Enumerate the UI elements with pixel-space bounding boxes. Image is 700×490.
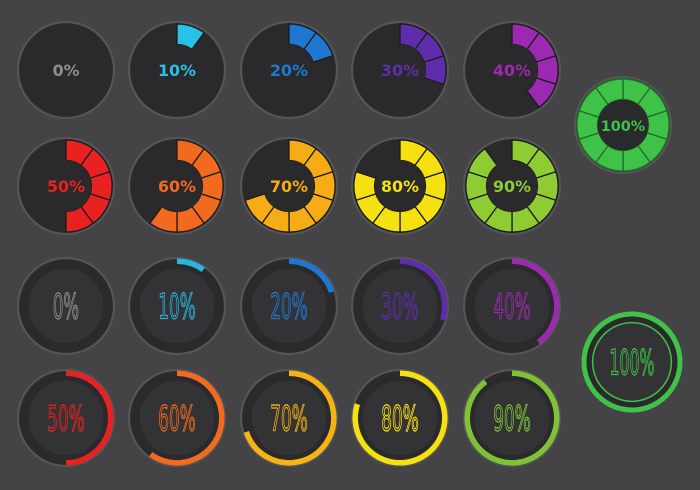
gauge-percent-label: 40% <box>493 61 531 80</box>
segmented-gauges: 0% 10% 20% 30% 40% 50% 60% 70% 80% 90% 100% <box>16 20 673 236</box>
thin-ring-gauge: 100% <box>581 311 683 413</box>
gauge-percent-label: 90% <box>493 177 531 196</box>
gauge-center <box>263 44 315 96</box>
gauge-percent-label: 20% <box>270 286 307 327</box>
thin-ring-gauge: 60% <box>127 368 227 468</box>
gauge-center <box>151 160 203 212</box>
segmented-gauge: 10% <box>127 20 227 120</box>
gauge-percent-label: 70% <box>270 398 307 439</box>
gauge-progress-arc <box>176 258 205 273</box>
gauge-center <box>263 160 315 212</box>
gauge-progress-arc <box>149 370 225 466</box>
thin-ring-gauge: 70% <box>239 368 339 468</box>
gauge-inner-disc <box>139 268 215 344</box>
thin-ring-gauge: 20% <box>239 256 339 356</box>
gauge-inner-disc <box>28 268 104 344</box>
gauge-center <box>374 44 426 96</box>
gauge-percent-label: 60% <box>158 398 195 439</box>
gauge-progress-arc <box>464 370 560 466</box>
gauge-inner-disc <box>591 321 673 403</box>
segmented-gauge: 20% <box>239 20 339 120</box>
segmented-gauge: 30% <box>350 20 450 120</box>
gauge-percent-label: 0% <box>53 61 80 80</box>
gauge-percent-label: 50% <box>47 177 85 196</box>
segmented-gauge: 100% <box>573 75 673 175</box>
gauge-percent-label: 80% <box>381 398 418 439</box>
thin-ring-gauge: 0% <box>16 256 116 356</box>
thin-ring-gauge: 30% <box>350 256 450 356</box>
gauge-inner-disc <box>139 380 215 456</box>
gauge-inner-disc <box>251 268 327 344</box>
gauge-progress-arc <box>511 258 560 345</box>
thin-ring-gauge: 90% <box>462 368 562 468</box>
gauge-percent-label: 10% <box>158 286 195 327</box>
thin-ring-gauges: 0% 10% 20% 30% 40% 50% 60% 70% 80% 90% 100% <box>16 256 683 468</box>
gauge-inner-disc <box>28 380 104 456</box>
gauge-center <box>40 44 92 96</box>
gauge-percent-label: 30% <box>381 61 419 80</box>
gauge-percent-label: 100% <box>610 342 655 383</box>
gauge-progress-arc <box>65 370 114 466</box>
gauge-center <box>151 44 203 96</box>
gauge-inner-disc <box>474 268 550 344</box>
gauge-inner-disc <box>362 380 438 456</box>
gauge-percent-label: 30% <box>381 286 418 327</box>
gauge-percent-label: 0% <box>53 286 79 327</box>
thin-ring-gauge: 10% <box>127 256 227 356</box>
gauge-center <box>486 160 538 212</box>
gauge-center <box>374 160 426 212</box>
gauge-progress-arc <box>352 370 448 466</box>
gauge-inner-disc <box>251 380 327 456</box>
gauge-center <box>597 99 649 151</box>
gauge-inner-disc <box>474 380 550 456</box>
segmented-gauge: 90% <box>462 136 562 236</box>
gauge-percent-label: 60% <box>158 177 196 196</box>
gauge-percent-label: 10% <box>158 61 196 80</box>
gauge-progress-arc <box>288 258 335 294</box>
segmented-gauge: 80% <box>350 136 450 236</box>
gauge-progress-arc <box>243 370 337 466</box>
gauge-center <box>486 44 538 96</box>
segmented-gauge: 70% <box>239 136 339 236</box>
gauge-percent-label: 40% <box>493 286 530 327</box>
gauge-center <box>40 160 92 212</box>
thin-ring-gauge: 80% <box>350 368 450 468</box>
gauge-percent-label: 20% <box>270 61 308 80</box>
thin-ring-gauge: 50% <box>16 368 116 468</box>
gauge-progress-arc <box>399 258 448 321</box>
gauge-percent-label: 80% <box>381 177 419 196</box>
segmented-gauge: 60% <box>127 136 227 236</box>
segmented-gauge: 40% <box>462 20 562 120</box>
gauge-percent-label: 90% <box>493 398 530 439</box>
segmented-gauge: 0% <box>16 20 116 120</box>
gauge-percent-label: 70% <box>270 177 308 196</box>
segmented-gauge: 50% <box>16 136 116 236</box>
gauge-percent-label: 100% <box>601 119 645 135</box>
gauge-percent-label: 50% <box>47 398 84 439</box>
thin-ring-gauge: 40% <box>462 256 562 356</box>
gauge-inner-disc <box>362 268 438 344</box>
